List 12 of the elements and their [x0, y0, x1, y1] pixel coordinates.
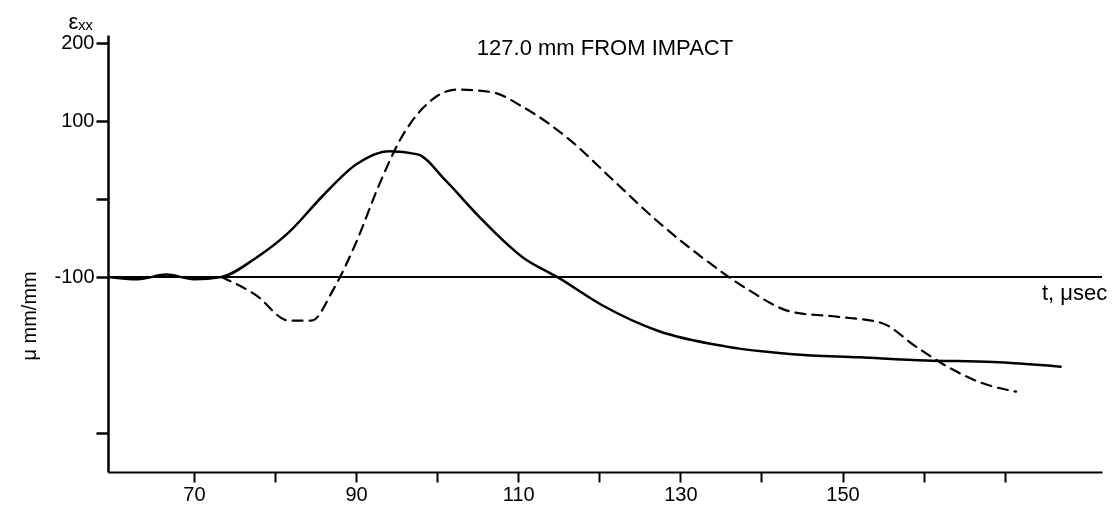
- text: μ mm/mm: [18, 271, 40, 361]
- x-tick-label: 130: [664, 482, 698, 505]
- y-axis-title: εₓₓ: [68, 8, 94, 34]
- x-tick-label: 90: [345, 482, 368, 505]
- x-tick-label: 70: [183, 482, 206, 505]
- x-axis-title: t, μsec: [1042, 279, 1108, 305]
- y-tick-label: 200: [61, 31, 95, 54]
- chart-title: 127.0 mm FROM IMPACT: [476, 35, 734, 60]
- x-tick-label: 110: [502, 482, 535, 505]
- y-tick-label: -100: [54, 265, 95, 288]
- x-tick-label: 150: [826, 482, 860, 505]
- y-tick-label: 100: [61, 109, 95, 132]
